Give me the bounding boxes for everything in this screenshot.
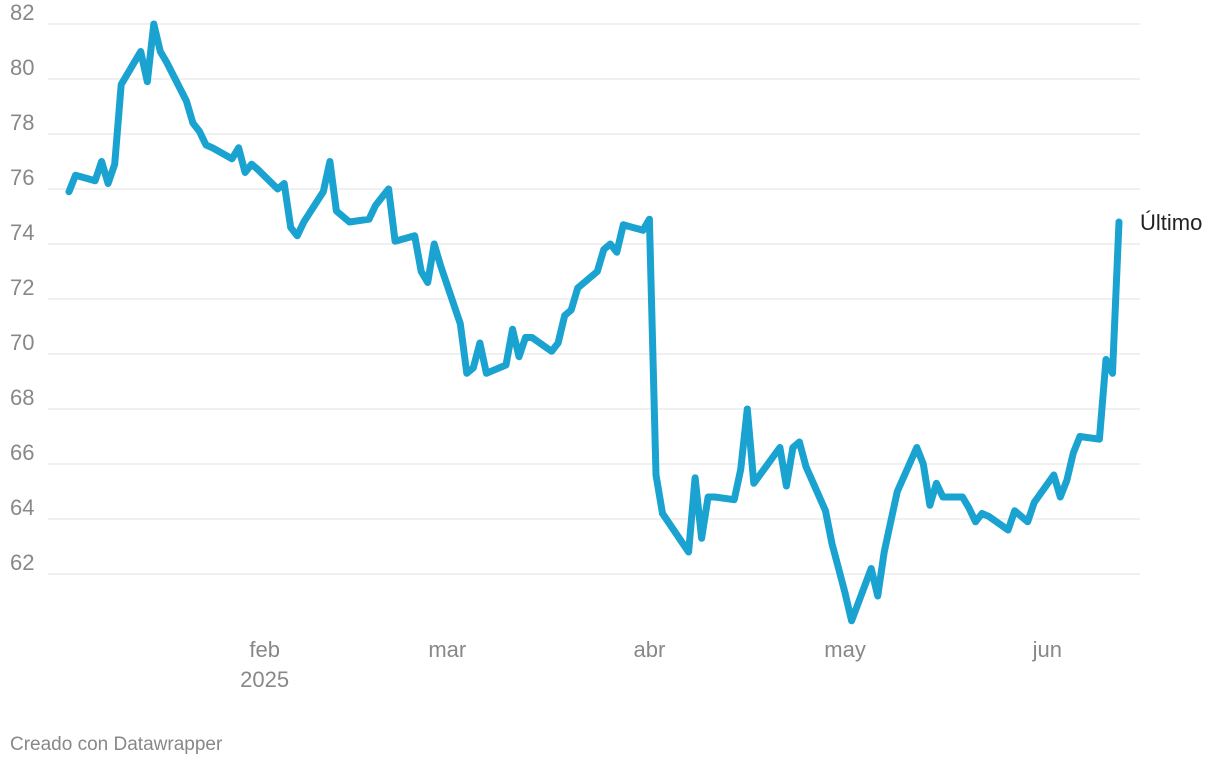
y-tick-label: 80 [10,55,34,80]
y-tick-label: 62 [10,550,34,575]
x-tick-label: jun [1032,637,1062,662]
y-tick-label: 64 [10,495,34,520]
x-tick-label: feb [249,637,280,662]
credit-text: Creado con Datawrapper [10,734,223,755]
x-axis-ticks: feb mar abr may jun [249,637,1062,662]
line-chart: 62 64 66 68 70 72 74 76 78 80 82 feb mar abr may jun Ú… [10,0,1202,692]
x-tick-label: abr [634,637,666,662]
x-tick-label: may [824,637,866,662]
y-axis-ticks: 62 64 66 68 70 72 74 76 78 80 82 [10,0,34,575]
y-tick-label: 68 [10,385,34,410]
y-tick-label: 76 [10,165,34,190]
y-tick-label: 78 [10,110,34,135]
y-tick-label: 72 [10,275,34,300]
gridlines [48,23,1140,575]
series-line [65,20,1123,625]
y-tick-label: 74 [10,220,34,245]
x-tick-label: mar [428,637,466,662]
y-tick-label: 70 [10,330,34,355]
y-tick-label: 66 [10,440,34,465]
y-tick-label: 82 [10,0,34,25]
year-label: 2025 [240,667,289,692]
end-label: Último [1140,210,1202,235]
